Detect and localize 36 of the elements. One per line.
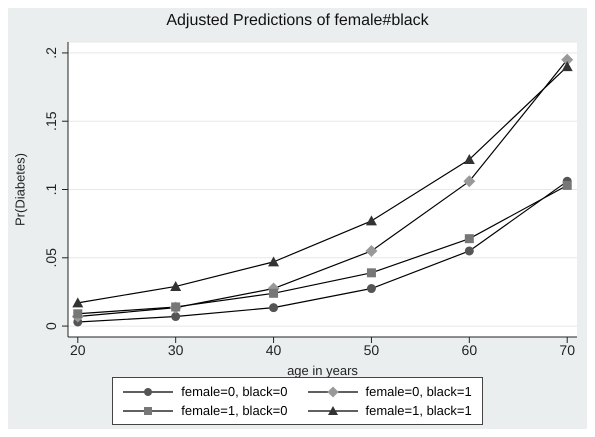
point (366, 284, 376, 294)
legend-label: female=1, black=1 (366, 403, 472, 418)
point (171, 312, 180, 322)
y-tick-label: .15 (43, 111, 59, 131)
point (269, 288, 278, 298)
x-tick-label: 40 (266, 342, 282, 358)
y-tick-label: 0 (43, 322, 59, 330)
x-axis-title: age in years (287, 363, 358, 378)
chart-title: Adjusted Predictions of female#black (165, 11, 430, 31)
y-tick-label: .1 (43, 183, 59, 196)
point (365, 244, 378, 257)
point (464, 246, 474, 256)
x-tick-label: 70 (559, 342, 576, 358)
point (72, 297, 84, 308)
point (562, 61, 573, 72)
point (171, 302, 180, 312)
point (464, 234, 474, 244)
y-tick-label: .2 (43, 46, 59, 59)
point (366, 268, 376, 278)
legend-label: female=0, black=0 (181, 384, 288, 399)
legend-label: female=0, black=1 (366, 384, 472, 399)
point (562, 180, 572, 190)
y-axis-title: Pr(Diabetes) (12, 153, 28, 226)
legend-label: female=1, black=0 (181, 403, 288, 418)
x-tick-label: 30 (168, 342, 184, 358)
point (170, 280, 182, 291)
point (269, 303, 278, 312)
point (463, 175, 476, 188)
x-tick-label: 20 (70, 342, 86, 358)
point (73, 309, 82, 318)
x-tick-label: 60 (462, 342, 478, 358)
point (366, 215, 377, 226)
x-tick-label: 50 (364, 342, 380, 358)
y-tick-label: .05 (43, 248, 59, 268)
point (464, 154, 475, 164)
point (268, 256, 280, 266)
